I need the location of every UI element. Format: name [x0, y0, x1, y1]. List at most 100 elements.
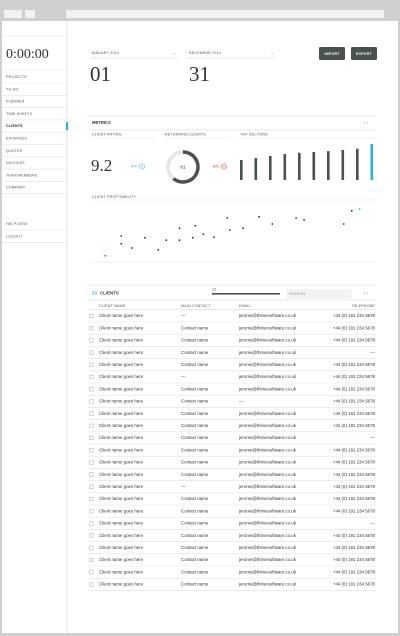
row-checkbox[interactable] [89, 545, 94, 550]
metric-label: RETURNING CLIENTS [165, 132, 206, 136]
telephone: +44 (0) 191 234 5678 [333, 362, 376, 367]
browser-button[interactable] [4, 10, 22, 18]
client-name[interactable]: Client name goes here [99, 313, 144, 318]
email: jerome@thrivesoftware.co.uk [238, 508, 297, 513]
menu-item[interactable]: CLIENTS [6, 124, 23, 128]
row-checkbox[interactable] [89, 521, 94, 526]
client-name[interactable]: Client name goes here [99, 411, 144, 416]
main-contact: Contact name [181, 508, 209, 513]
address-bar[interactable] [66, 10, 384, 18]
profit-point [104, 254, 107, 257]
row-checkbox[interactable] [89, 570, 94, 575]
client-name[interactable]: Client name goes here [99, 508, 144, 513]
client-name[interactable]: Client name goes here [99, 582, 144, 587]
client-name[interactable]: Client name goes here [99, 362, 144, 367]
menu-item[interactable]: TIME SHEETS [6, 112, 33, 116]
client-name[interactable]: Client name goes here [99, 472, 144, 477]
browser-button[interactable] [25, 10, 35, 18]
row-checkbox[interactable] [89, 533, 94, 538]
row-checkbox[interactable] [89, 423, 94, 428]
client-name[interactable]: Client name goes here [99, 374, 144, 379]
menu-item[interactable]: LOGOUT [6, 234, 23, 238]
client-name[interactable]: Client name goes here [99, 350, 144, 355]
telephone: +44 (0) 191 234 5678 [333, 399, 376, 404]
profit-point [130, 247, 133, 249]
row-checkbox[interactable] [89, 436, 94, 441]
client-name[interactable]: Client name goes here [99, 447, 144, 452]
row-checkbox[interactable] [89, 472, 94, 477]
row-checkbox[interactable] [89, 314, 94, 319]
row-checkbox[interactable] [89, 558, 94, 563]
row-checkbox[interactable] [89, 350, 94, 355]
row-checkbox[interactable] [89, 484, 94, 489]
row-checkbox[interactable] [89, 460, 94, 465]
menu-item[interactable]: PLANNER [6, 100, 25, 104]
date-to-label[interactable]: DECEMBER 2014 [189, 51, 221, 55]
timer: 0:00:00 [6, 47, 49, 62]
client-name[interactable]: Client name goes here [99, 399, 144, 404]
client-name[interactable]: Client name goes here [99, 569, 144, 574]
menu-item[interactable]: PROJECTS [6, 75, 27, 79]
menu-item[interactable]: QUOTES [6, 149, 23, 153]
telephone: +44 (0) 191 234 5678 [333, 460, 376, 465]
column-header[interactable]: CLIENT NAME [99, 304, 126, 308]
row-checkbox[interactable] [89, 375, 94, 380]
column-header[interactable]: EMAIL [239, 304, 251, 308]
dropdown-icon[interactable]: ⌄ [173, 51, 176, 55]
telephone: +44 (0) 191 234 5678 [333, 472, 376, 477]
row-checkbox[interactable] [89, 362, 94, 367]
search-placeholder[interactable]: SEARCH [289, 292, 305, 296]
client-name[interactable]: Client name goes here [99, 545, 144, 550]
collapse-icon[interactable]: ‹ › [364, 121, 369, 125]
dropdown-icon[interactable]: ⌄ [271, 51, 274, 55]
column-header[interactable]: TELEPHONE [351, 304, 375, 308]
row-checkbox[interactable] [89, 399, 94, 404]
client-name[interactable]: Client name goes here [99, 460, 144, 465]
menu-item[interactable]: COMPANY [6, 186, 26, 190]
menu-item[interactable]: INVOICES [6, 161, 25, 165]
date-from-label[interactable]: JANUARY 2014 [91, 51, 119, 55]
profit-point [295, 217, 297, 219]
client-name[interactable]: Client name goes here [99, 386, 144, 391]
client-name[interactable]: Client name goes here [99, 521, 144, 526]
sector-bar [327, 151, 330, 180]
client-name[interactable]: Client name goes here [99, 484, 144, 489]
email: jerome@thrivesoftware.co.uk [238, 557, 297, 562]
email: jerome@thrivesoftware.co.uk [238, 386, 297, 391]
menu-item[interactable]: HELP DESK [6, 222, 28, 226]
profit-point [358, 208, 361, 210]
row-checkbox[interactable] [89, 387, 94, 392]
collapse-icon[interactable]: ‹ › [364, 291, 369, 295]
menu-item[interactable]: TO-DO [6, 87, 19, 91]
search-box[interactable] [286, 289, 352, 299]
main-contact: Contact name [181, 582, 209, 587]
date-to-day: 31 [189, 62, 210, 86]
import-label[interactable]: IMPORT [324, 52, 340, 56]
email: jerome@thrivesoftware.co.uk [238, 435, 297, 440]
sector-bar [312, 152, 316, 180]
client-name[interactable]: Client name goes here [99, 338, 144, 343]
sector-bar [341, 150, 345, 180]
per-page-slider[interactable] [212, 293, 280, 295]
import-button[interactable] [319, 47, 345, 60]
column-header[interactable]: MAIN CONTACT [181, 304, 211, 308]
row-checkbox[interactable] [89, 326, 94, 331]
client-name[interactable]: Client name goes here [99, 496, 144, 501]
menu-item[interactable]: TEAM MEMBERS [6, 173, 38, 177]
client-name[interactable]: Client name goes here [99, 435, 144, 440]
row-checkbox[interactable] [89, 448, 94, 453]
row-checkbox[interactable] [89, 411, 94, 416]
row-checkbox[interactable] [89, 509, 94, 514]
row-checkbox[interactable] [89, 497, 94, 502]
telephone: +44 (0) 191 234 5678 [333, 496, 376, 501]
client-name[interactable]: Client name goes here [99, 423, 144, 428]
export-button[interactable] [351, 47, 377, 60]
client-name[interactable]: Client name goes here [99, 325, 144, 330]
row-checkbox[interactable] [89, 582, 94, 587]
client-name[interactable]: Client name goes here [99, 557, 144, 562]
menu-item[interactable]: EXPENSES [6, 136, 27, 140]
export-label[interactable]: EXPORT [356, 52, 373, 56]
profit-point [271, 223, 274, 225]
client-name[interactable]: Client name goes here [99, 533, 144, 538]
row-checkbox[interactable] [89, 338, 94, 343]
